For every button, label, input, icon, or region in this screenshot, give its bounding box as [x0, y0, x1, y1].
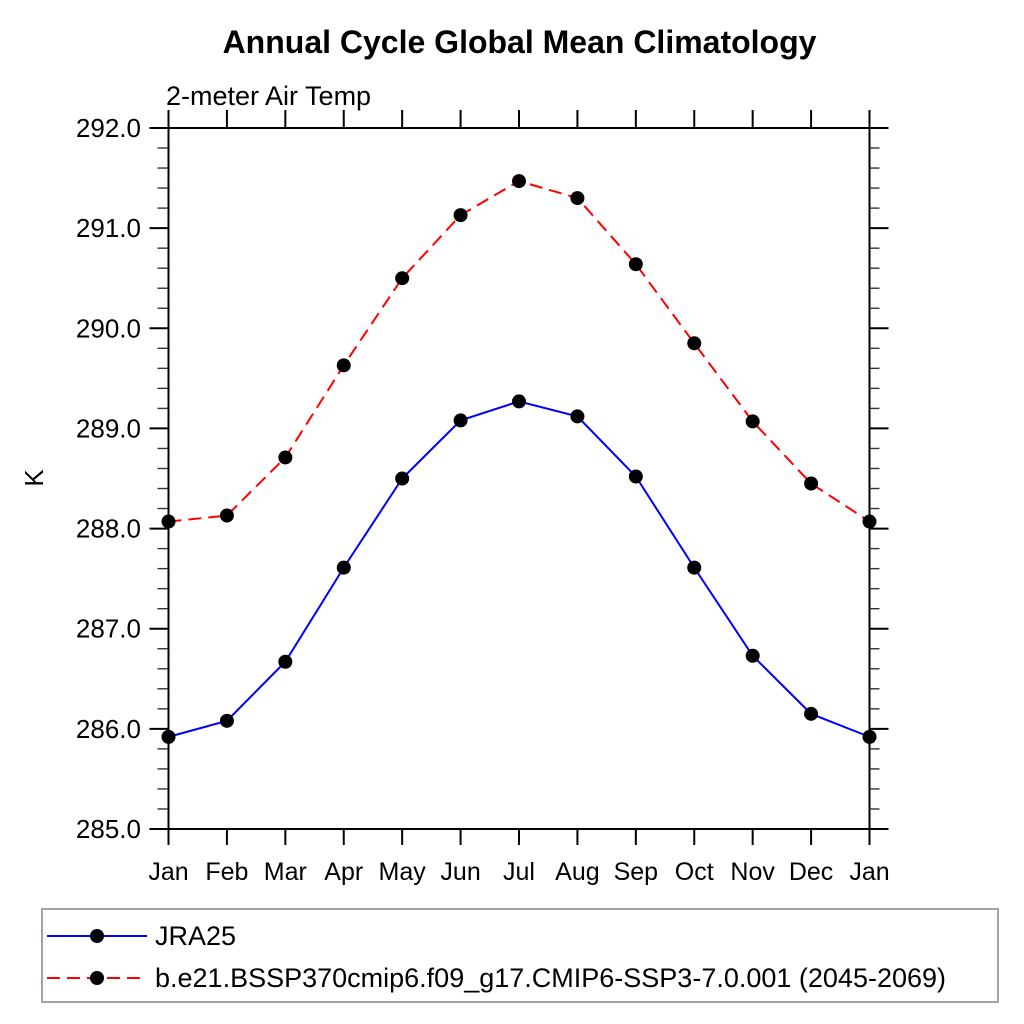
legend-label-jra25: JRA25 [155, 921, 237, 951]
data-point-marker-1 [804, 476, 819, 491]
legend-box [41, 908, 999, 1003]
y-tick-label: 289.0 [76, 413, 141, 443]
x-tick-label: Oct [675, 858, 714, 886]
data-point-marker-1 [453, 208, 468, 223]
x-tick-label: May [379, 858, 427, 886]
data-point-marker-0 [336, 560, 351, 575]
legend-sample-marker-1 [90, 971, 104, 985]
x-tick-label: Jun [440, 858, 480, 886]
data-point-marker-0 [395, 471, 410, 486]
data-point-marker-0 [628, 469, 643, 484]
y-tick-label: 291.0 [76, 213, 141, 243]
x-tick-label: Sep [614, 858, 658, 886]
data-point-marker-1 [862, 514, 877, 529]
data-point-marker-0 [161, 729, 176, 744]
data-point-marker-1 [161, 514, 176, 529]
x-tick-label: Mar [264, 858, 307, 886]
y-tick-label: 292.0 [76, 113, 141, 143]
data-point-marker-0 [278, 654, 293, 669]
data-point-marker-0 [512, 394, 526, 409]
data-point-marker-0 [219, 713, 234, 728]
x-tick-label: Dec [789, 858, 833, 886]
data-point-marker-1 [687, 336, 702, 351]
data-point-marker-1 [512, 174, 526, 189]
legend-sample-marker-0 [90, 929, 104, 943]
data-point-marker-0 [745, 648, 760, 663]
data-point-marker-0 [804, 706, 819, 721]
y-tick-label: 287.0 [76, 614, 141, 644]
data-point-marker-1 [628, 257, 643, 272]
chart-subtitle: 2-meter Air Temp [166, 81, 372, 111]
data-point-marker-0 [570, 409, 585, 424]
data-point-marker-1 [570, 191, 585, 206]
data-point-marker-0 [453, 413, 468, 428]
x-tick-label: Feb [205, 858, 248, 886]
chart-title: Annual Cycle Global Mean Climatology [222, 24, 817, 60]
data-point-marker-0 [862, 729, 877, 744]
x-tick-label: Jan [849, 858, 889, 886]
data-point-marker-1 [745, 414, 760, 429]
series-line-1 [168, 179, 871, 523]
data-point-marker-0 [687, 560, 702, 575]
legend-label-model-run: b.e21.BSSP370cmip6.f09_g17.CMIP6-SSP3-7.… [155, 963, 947, 993]
x-tick-label: Nov [730, 858, 775, 886]
x-tick-label: Jan [148, 858, 188, 886]
y-tick-label: 288.0 [76, 514, 141, 544]
x-tick-label: Jul [503, 858, 535, 886]
x-tick-label: Aug [555, 858, 599, 886]
y-tick-label: 286.0 [76, 714, 141, 744]
x-tick-label: Apr [324, 858, 363, 886]
data-point-marker-1 [219, 508, 234, 523]
series-line-0 [168, 400, 870, 738]
data-point-marker-1 [336, 358, 351, 373]
y-tick-label: 285.0 [76, 814, 141, 844]
data-point-marker-1 [278, 450, 293, 465]
plot-frame [167, 127, 871, 830]
y-tick-label: 290.0 [76, 313, 141, 343]
data-point-marker-1 [395, 271, 410, 286]
